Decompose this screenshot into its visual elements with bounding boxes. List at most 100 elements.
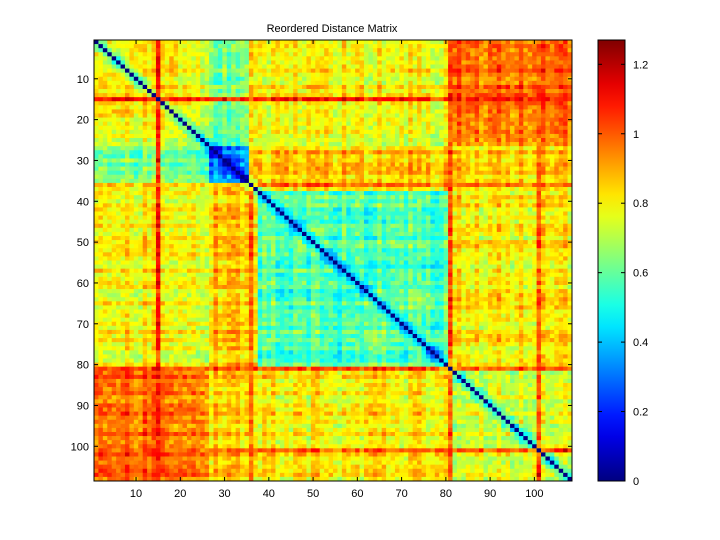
heatmap-cell (536, 187, 542, 192)
heatmap-cell (319, 203, 325, 208)
heatmap-cell (244, 146, 250, 151)
heatmap-cell (244, 117, 250, 123)
heatmap-cell (324, 52, 329, 57)
heatmap-cell (178, 162, 183, 167)
heatmap-cell (563, 219, 568, 225)
heatmap-cell (461, 178, 467, 184)
heatmap-cell (394, 80, 400, 86)
heatmap-cell (111, 215, 117, 221)
heatmap-cell (142, 154, 148, 159)
heatmap-cell (107, 158, 113, 163)
heatmap-cell (487, 174, 493, 180)
heatmap-cell (523, 203, 529, 208)
heatmap-cell (324, 191, 329, 196)
heatmap-cell (102, 195, 108, 200)
heatmap-cell (381, 187, 387, 192)
heatmap-cell (310, 101, 316, 106)
heatmap-cell (341, 64, 347, 69)
heatmap-cell (310, 109, 316, 114)
heatmap-cell (439, 125, 444, 131)
heatmap-cell (514, 199, 520, 204)
heatmap-cell (155, 162, 161, 167)
heatmap-cell (120, 93, 126, 98)
heatmap-cell (536, 80, 542, 86)
heatmap-cell (107, 203, 113, 208)
heatmap-cell (545, 154, 551, 159)
heatmap-cell (310, 162, 316, 167)
heatmap-cell (425, 187, 431, 192)
heatmap-cell (138, 60, 144, 65)
heatmap-cell (164, 182, 170, 188)
heatmap-cell (372, 178, 378, 184)
heatmap-cell (302, 219, 307, 225)
heatmap-cell (470, 97, 475, 102)
heatmap-cell (333, 150, 338, 155)
heatmap-cell (333, 105, 338, 110)
heatmap-cell (195, 121, 201, 127)
heatmap-cell (195, 195, 201, 200)
heatmap-cell (549, 146, 555, 151)
heatmap-cell (541, 178, 546, 184)
heatmap-cell (315, 60, 321, 65)
heatmap-cell (514, 84, 520, 90)
heatmap-cell (377, 113, 383, 118)
heatmap-cell (222, 68, 228, 74)
heatmap-cell (355, 117, 360, 123)
heatmap-cell (514, 72, 520, 78)
heatmap-cell (98, 129, 104, 135)
heatmap-cell (182, 182, 188, 188)
heatmap-cell (487, 219, 493, 225)
heatmap-cell (107, 44, 113, 49)
heatmap-cell (133, 113, 139, 118)
heatmap-cell (151, 84, 157, 90)
heatmap-cell (178, 109, 183, 114)
heatmap-cell (452, 187, 458, 192)
heatmap-cell (266, 199, 272, 204)
heatmap-cell (549, 64, 555, 69)
heatmap-cell (412, 191, 418, 196)
heatmap-cell (297, 162, 303, 167)
heatmap-cell (302, 64, 307, 69)
heatmap-cell (505, 97, 511, 102)
heatmap-cell (222, 154, 228, 159)
heatmap-cell (129, 40, 135, 45)
heatmap-cell (253, 170, 259, 176)
heatmap-cell (333, 72, 338, 78)
heatmap-cell (514, 133, 520, 139)
heatmap-cell (346, 80, 352, 86)
heatmap-cell (266, 56, 272, 61)
heatmap-cell (394, 89, 400, 94)
heatmap-cell (178, 195, 183, 200)
heatmap-cell (523, 80, 529, 86)
heatmap-cell (448, 89, 453, 94)
heatmap-cell (363, 154, 369, 159)
heatmap-cell (346, 158, 352, 163)
heatmap-cell (505, 191, 511, 196)
heatmap-cell (381, 138, 387, 143)
heatmap-cell (496, 109, 502, 114)
heatmap-cell (124, 72, 130, 78)
heatmap-cell (253, 146, 259, 151)
heatmap-cell (209, 60, 214, 65)
heatmap-cell (257, 178, 263, 184)
heatmap-cell (350, 44, 356, 49)
heatmap-cell (302, 117, 307, 123)
heatmap-cell (558, 97, 564, 102)
heatmap-cell (173, 174, 179, 180)
heatmap-cell (377, 215, 383, 221)
heatmap-cell (235, 182, 241, 188)
heatmap-cell (501, 178, 506, 184)
heatmap-cell (160, 40, 166, 45)
heatmap-cell (297, 125, 303, 131)
heatmap-cell (554, 93, 560, 98)
heatmap-cell (288, 40, 294, 45)
heatmap-cell (107, 109, 113, 114)
heatmap-cell (226, 146, 232, 151)
heatmap-cell (271, 113, 276, 118)
heatmap-cell (536, 97, 542, 102)
heatmap-cell (138, 227, 144, 233)
heatmap-cell (107, 207, 113, 212)
heatmap-cell (456, 195, 462, 200)
heatmap-cell (545, 89, 551, 94)
heatmap-cell (448, 109, 453, 114)
